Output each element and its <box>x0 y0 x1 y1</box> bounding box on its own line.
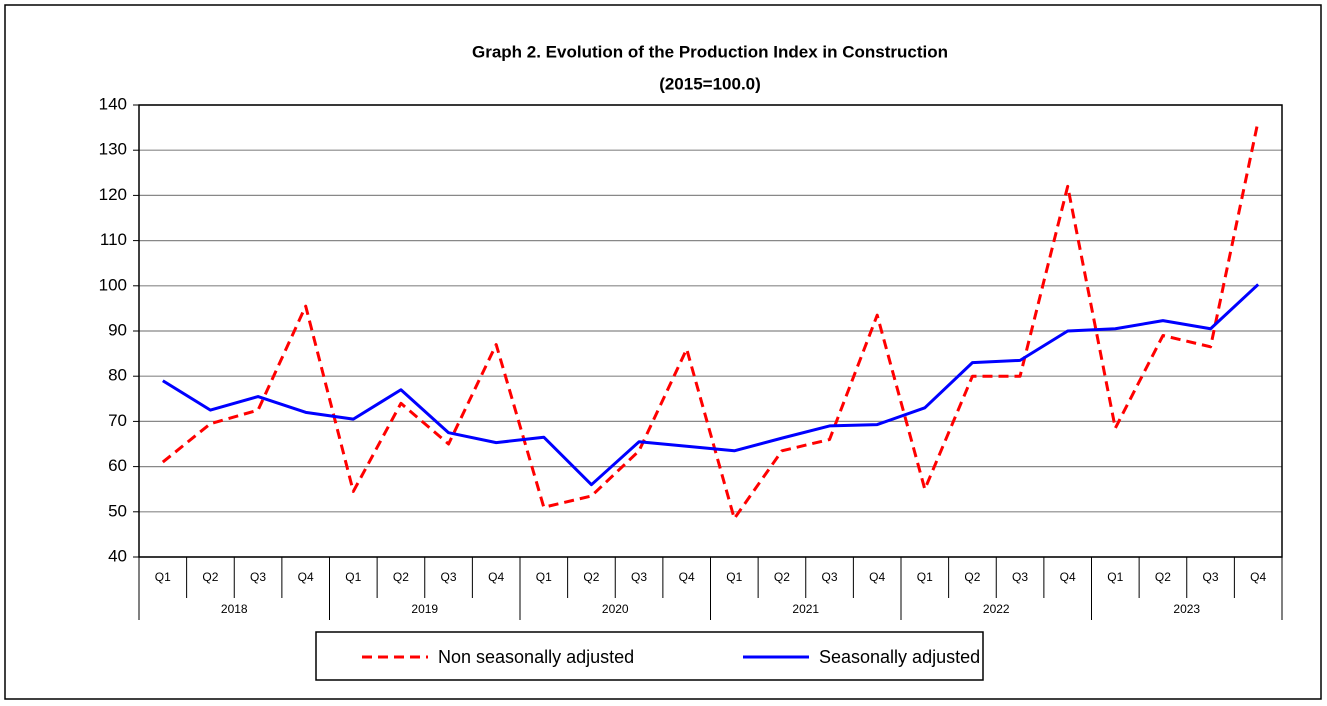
y-tick-label: 60 <box>108 456 127 475</box>
x-tick-label: Q1 <box>1107 570 1123 584</box>
y-tick-label: 140 <box>99 94 127 113</box>
y-tick-label: 50 <box>108 501 127 520</box>
x-tick-label: Q2 <box>393 570 409 584</box>
year-label: 2023 <box>1173 602 1200 616</box>
x-tick-label: Q1 <box>345 570 361 584</box>
y-tick-label: 90 <box>108 320 127 339</box>
x-tick-label: Q2 <box>964 570 980 584</box>
x-tick-label: Q2 <box>583 570 599 584</box>
x-tick-label: Q3 <box>1203 570 1219 584</box>
legend-label: Non seasonally adjusted <box>438 647 634 667</box>
x-tick-label: Q4 <box>488 570 504 584</box>
x-tick-label: Q1 <box>536 570 552 584</box>
x-tick-label: Q3 <box>250 570 266 584</box>
y-tick-label: 130 <box>99 140 127 159</box>
y-tick-label: 110 <box>100 230 127 249</box>
x-tick-label: Q4 <box>1250 570 1266 584</box>
x-tick-label: Q4 <box>679 570 695 584</box>
y-tick-label: 120 <box>99 185 127 204</box>
series-line <box>162 283 1260 487</box>
x-tick-label: Q4 <box>1060 570 1076 584</box>
chart-title: Graph 2. Evolution of the Production Ind… <box>472 42 948 61</box>
x-tick-label: Q1 <box>726 570 742 584</box>
y-tick-label: 100 <box>99 275 127 294</box>
x-tick-label: Q3 <box>631 570 647 584</box>
x-tick-label: Q2 <box>774 570 790 584</box>
chart-subtitle: (2015=100.0) <box>659 74 761 93</box>
x-tick-label: Q4 <box>869 570 885 584</box>
legend-label: Seasonally adjusted <box>819 647 980 667</box>
y-tick-label: 80 <box>108 366 127 385</box>
year-label: 2020 <box>602 602 629 616</box>
y-tick-label: 70 <box>108 411 127 430</box>
year-label: 2018 <box>221 602 248 616</box>
x-tick-label: Q3 <box>822 570 838 584</box>
x-tick-label: Q1 <box>917 570 933 584</box>
year-label: 2021 <box>792 602 819 616</box>
x-tick-label: Q1 <box>155 570 171 584</box>
year-label: 2019 <box>411 602 438 616</box>
x-tick-label: Q2 <box>202 570 218 584</box>
series-line <box>161 120 1260 521</box>
year-label: 2022 <box>983 602 1010 616</box>
x-tick-label: Q3 <box>441 570 457 584</box>
x-tick-label: Q2 <box>1155 570 1171 584</box>
x-tick-label: Q4 <box>298 570 314 584</box>
y-tick-label: 40 <box>108 546 127 565</box>
x-tick-label: Q3 <box>1012 570 1028 584</box>
